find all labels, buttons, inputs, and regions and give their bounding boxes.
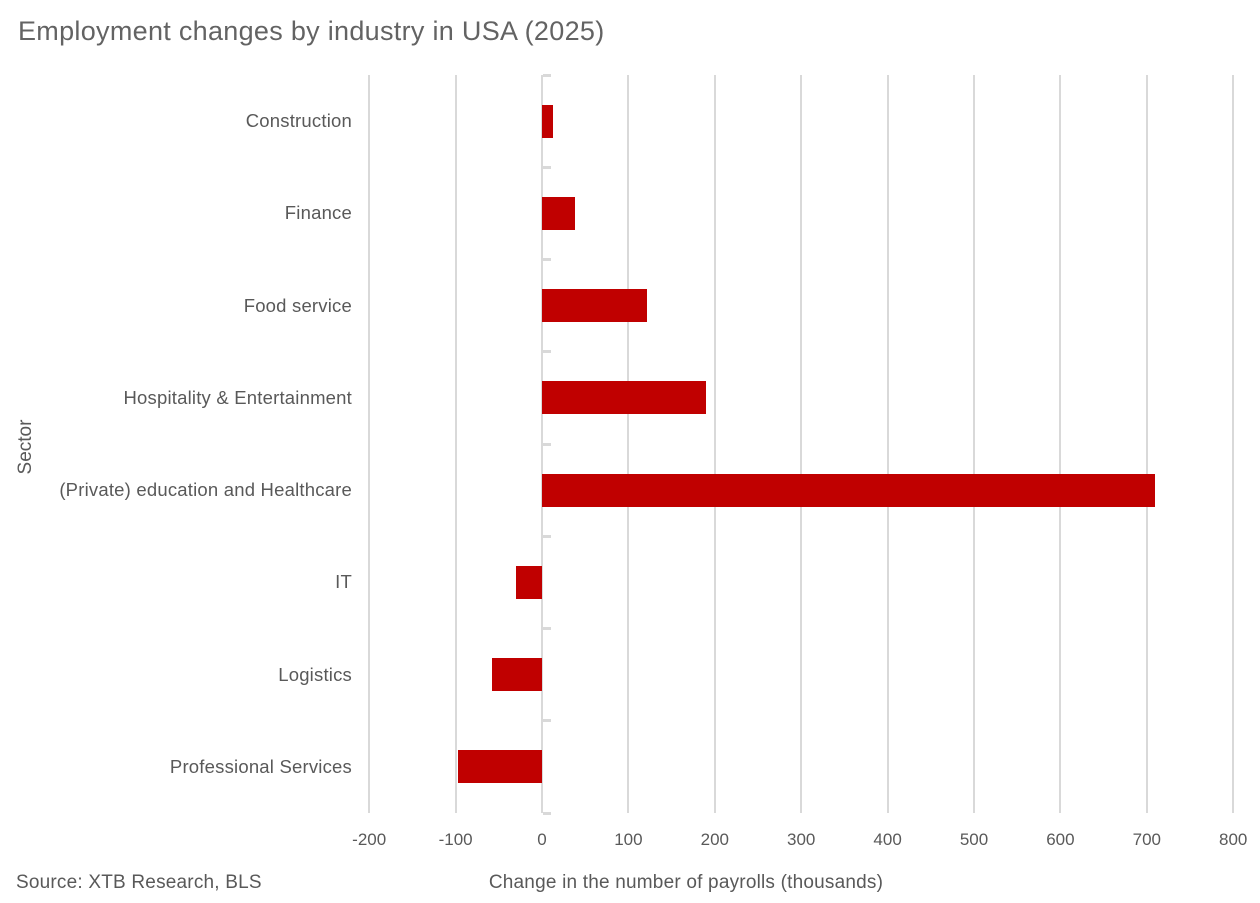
gridline bbox=[1145, 75, 1148, 813]
chart-title: Employment changes by industry in USA (2… bbox=[18, 16, 605, 46]
axis-boundary-tick bbox=[543, 165, 551, 169]
category-label: Finance bbox=[284, 202, 352, 224]
bar bbox=[542, 196, 575, 230]
x-tick-label: -100 bbox=[438, 830, 473, 849]
bar bbox=[458, 750, 542, 784]
gridline bbox=[627, 75, 630, 813]
axis-boundary-tick bbox=[543, 719, 551, 723]
category-label: Logistics bbox=[278, 663, 352, 685]
category-label: Hospitality & Entertainment bbox=[123, 386, 352, 408]
axis-boundary-tick bbox=[543, 350, 551, 354]
bar bbox=[516, 565, 542, 599]
axis-boundary-tick bbox=[543, 534, 551, 538]
gridline bbox=[713, 75, 716, 813]
axis-boundary-tick bbox=[543, 627, 551, 630]
gridline bbox=[800, 75, 803, 813]
gridline bbox=[1232, 75, 1235, 813]
axis-boundary-tick bbox=[543, 258, 551, 261]
category-label: Construction bbox=[245, 110, 352, 132]
x-tick-label: 200 bbox=[700, 830, 729, 849]
bar bbox=[542, 104, 554, 138]
bar bbox=[542, 381, 707, 415]
x-tick-label: 600 bbox=[1046, 830, 1075, 849]
category-label: IT bbox=[335, 571, 352, 593]
category-label: Professional Services bbox=[169, 755, 352, 777]
x-tick-label: 800 bbox=[1219, 830, 1248, 849]
axis-boundary-tick bbox=[543, 73, 551, 77]
gridline bbox=[1059, 75, 1062, 813]
bar bbox=[491, 658, 542, 692]
axis-boundary-tick bbox=[543, 442, 551, 446]
category-label: (Private) education and Healthcare bbox=[59, 479, 352, 501]
x-tick-label: 500 bbox=[959, 830, 989, 849]
x-tick-label: 300 bbox=[787, 830, 816, 849]
y-axis-label: Sector bbox=[15, 419, 36, 475]
x-tick-label: 0 bbox=[537, 830, 547, 849]
gridline bbox=[541, 75, 543, 813]
category-label: Food service bbox=[243, 294, 352, 316]
x-tick-label: -200 bbox=[352, 830, 387, 849]
source-note: Source: XTB Research, BLS bbox=[16, 872, 262, 893]
bar bbox=[542, 473, 1156, 507]
gridline bbox=[454, 75, 457, 813]
x-tick-label: 100 bbox=[614, 830, 643, 849]
gridline bbox=[886, 75, 889, 813]
bar bbox=[542, 289, 648, 323]
x-tick-label: 400 bbox=[873, 830, 902, 849]
axis-boundary-tick bbox=[543, 811, 551, 815]
gridline bbox=[368, 75, 371, 813]
x-tick-label: 700 bbox=[1132, 830, 1161, 849]
x-axis-label: Change in the number of payrolls (thousa… bbox=[488, 872, 884, 893]
gridline bbox=[973, 75, 975, 813]
